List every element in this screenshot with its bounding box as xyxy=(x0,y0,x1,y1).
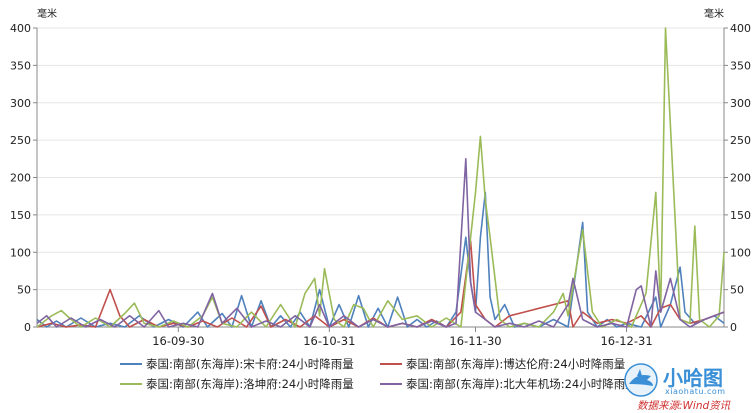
data-source-note: 数据来源:Wind资讯 xyxy=(637,400,731,412)
watermark-site-domain: xiaohatu.com xyxy=(665,387,726,396)
legend-swatch-nakhon xyxy=(120,383,142,385)
legend-label-songkhla: 泰国:南部(东海岸):宋卡府:24小时降雨量 xyxy=(146,357,354,371)
series-line-0 xyxy=(36,191,725,328)
y-tick-label-left: 350 xyxy=(10,59,31,72)
shark-logo-icon xyxy=(624,363,658,397)
y-tick-label-right: 350 xyxy=(730,59,751,72)
gridlines xyxy=(37,27,724,291)
legend-item-phatthalung: 泰国:南部(东海岸):博达伦府:24小时降雨量 xyxy=(380,356,625,372)
legend-swatch-phatthalung xyxy=(380,363,402,365)
legend-label-phatthalung: 泰国:南部(东海岸):博达伦府:24小时降雨量 xyxy=(406,357,626,371)
y-tick-label-right: 300 xyxy=(730,97,751,110)
y-tick-label-left: 200 xyxy=(10,172,31,185)
legend-swatch-pattani xyxy=(380,383,402,385)
y-tick-label-right: 0 xyxy=(730,321,737,334)
legend-item-songkhla: 泰国:南部(东海岸):宋卡府:24小时降雨量 xyxy=(120,356,354,372)
x-tick-label: 16-11-30 xyxy=(449,334,501,348)
watermark: 小哈图 xiaohatu.com 数据来源:Wind资讯 xyxy=(623,360,743,412)
y-tick-label-left: 400 xyxy=(10,22,31,35)
legend-label-nakhon: 泰国:南部(东海岸):洛坤府:24小时降雨量 xyxy=(146,377,354,391)
y-tick-label-right: 50 xyxy=(730,284,744,297)
y-tick-label-left: 50 xyxy=(17,284,31,297)
y-tick-label-right: 150 xyxy=(730,209,751,222)
y-tick-label-left: 0 xyxy=(24,321,31,334)
y-unit-left: 毫米 xyxy=(37,7,57,20)
y-tick-label-left: 250 xyxy=(10,134,31,147)
legend-swatch-songkhla xyxy=(120,363,142,365)
x-tick-label: 16-12-31 xyxy=(600,334,652,348)
legend-item-nakhon: 泰国:南部(东海岸):洛坤府:24小时降雨量 xyxy=(120,376,354,392)
x-tick-label: 16-09-30 xyxy=(152,334,204,348)
y-tick-label-right: 400 xyxy=(730,22,751,35)
legend-item-pattani: 泰国:南部(东海岸):北大年机场:24小时降雨量 xyxy=(380,376,637,392)
x-tick-label: 16-10-31 xyxy=(303,334,355,348)
axes: 0 0 50 50 100 100 150 150 200 200 250 250 300 300 350 3… xyxy=(10,22,751,348)
y-tick-label-right: 200 xyxy=(730,172,751,185)
y-tick-label-right: 100 xyxy=(730,246,751,259)
rainfall-chart: 0 0 50 50 100 100 150 150 200 200 250 250 300 300 350 3… xyxy=(10,7,751,348)
y-unit-right: 毫米 xyxy=(704,7,724,20)
series-line-3 xyxy=(36,158,725,328)
y-tick-label-left: 100 xyxy=(10,246,31,259)
y-tick-label-left: 300 xyxy=(10,97,31,110)
legend-label-pattani: 泰国:南部(东海岸):北大年机场:24小时降雨量 xyxy=(406,377,637,391)
y-tick-label-right: 250 xyxy=(730,134,751,147)
series-lines xyxy=(36,27,725,328)
y-tick-label-left: 150 xyxy=(10,209,31,222)
watermark-site-name: 小哈图 xyxy=(663,366,723,390)
